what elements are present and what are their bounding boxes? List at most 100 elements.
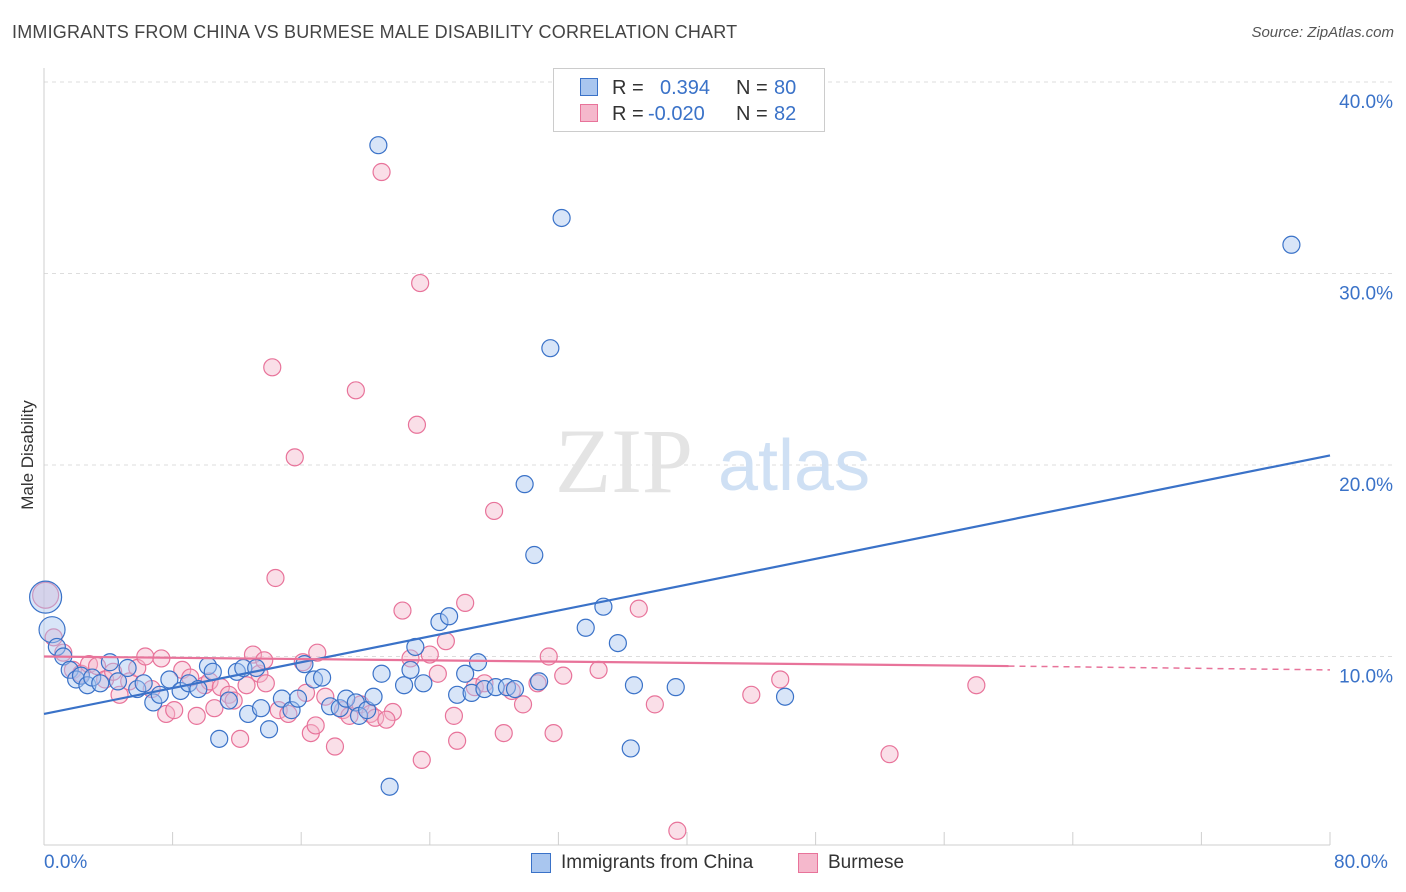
burmese-point-19 [187, 706, 206, 725]
burmese-point-25 [224, 691, 243, 710]
burmese-point-70 [589, 660, 608, 680]
burmese-point-57 [444, 706, 464, 725]
burmese-point-53 [420, 645, 439, 664]
y-tick-label-1: 20.0% [1339, 475, 1393, 496]
burmese-point-52 [411, 273, 430, 293]
burmese-point-24 [219, 685, 238, 704]
china-point-64 [541, 339, 560, 358]
china-point-39 [337, 689, 356, 708]
china-point-11 [108, 672, 128, 691]
china-trend-line [43, 454, 1331, 716]
china-point-4 [60, 660, 79, 680]
y-tick-label-0: 10.0% [1339, 667, 1393, 688]
china-point-2 [47, 637, 66, 657]
china-point-46 [380, 777, 399, 796]
china-point-66 [576, 618, 595, 637]
burmese-point-32 [269, 701, 288, 720]
china-point-38 [330, 699, 349, 718]
axes [43, 68, 1331, 846]
china-n-value: 80 [774, 77, 797, 99]
china-point-73 [1282, 235, 1301, 254]
y-tick-labels: 10.0% 20.0% 30.0% 40.0% [1339, 92, 1393, 688]
china-point-68 [608, 633, 627, 653]
china-point-6 [71, 666, 91, 685]
legend-label-china: Immigrants from China [561, 852, 754, 873]
burmese-point-69 [554, 666, 573, 685]
legend-swatch-china [531, 852, 551, 873]
x-tick-min: 0.0% [44, 852, 88, 873]
burmese-point-0 [32, 581, 60, 609]
burmese-point-81 [306, 716, 325, 735]
burmese-point-22 [205, 699, 224, 718]
burmese-point-30 [256, 674, 275, 693]
trend-lines [43, 454, 1331, 716]
watermark-atlas: atlas [718, 426, 870, 506]
burmese-point-58 [448, 731, 467, 750]
china-point-71 [666, 678, 685, 697]
china-point-32 [282, 701, 301, 720]
china-point-54 [456, 664, 475, 683]
china-point-63 [530, 672, 549, 691]
y-tick-label-2: 30.0% [1339, 284, 1393, 305]
china-n-label: N = [736, 77, 768, 99]
china-point-43 [364, 687, 383, 706]
china-point-12 [118, 658, 137, 678]
burmese-point-62 [485, 501, 504, 521]
china-point-30 [259, 720, 279, 739]
burmese-r-value: -0.020 [648, 103, 705, 125]
china-point-48 [401, 660, 420, 680]
burmese-point-68 [544, 723, 563, 743]
burmese-point-63 [494, 723, 513, 743]
burmese-point-31 [263, 358, 282, 377]
burmese-point-44 [346, 381, 365, 400]
grid-lines [44, 81, 1392, 657]
burmese-points [32, 162, 986, 840]
burmese-point-65 [513, 695, 533, 714]
china-point-69 [621, 739, 640, 758]
china-points [29, 136, 1301, 796]
china-point-70 [624, 676, 644, 695]
china-point-65 [552, 208, 571, 228]
china-point-50 [414, 674, 433, 693]
burmese-point-26 [231, 729, 250, 748]
burmese-point-79 [377, 710, 396, 729]
y-tick-label-3: 40.0% [1339, 92, 1393, 113]
source-label: Source: ZipAtlas.com [1251, 24, 1394, 41]
burmese-point-40 [316, 687, 335, 706]
burmese-trend-line [43, 655, 1009, 668]
china-r-label: R = [612, 77, 644, 99]
burmese-point-41 [325, 737, 345, 756]
burmese-point-59 [456, 593, 475, 612]
legend-row-china: R = 0.394 N = 80 [554, 75, 824, 101]
legend-label-burmese: Burmese [828, 852, 905, 873]
burmese-point-61 [475, 674, 494, 693]
chart-title: IMMIGRANTS FROM CHINA VS BURMESE MALE DI… [12, 22, 738, 42]
burmese-point-71 [629, 599, 648, 618]
china-point-1 [38, 616, 66, 644]
correlation-legend: R = 0.394 N = 80 R = -0.020 N = 82 [553, 68, 825, 132]
burmese-point-50 [393, 601, 412, 620]
china-point-52 [439, 607, 459, 626]
china-swatch [580, 78, 598, 96]
burmese-swatch [580, 104, 598, 122]
china-point-14 [134, 674, 153, 693]
china-point-36 [312, 668, 332, 687]
china-point-24 [219, 691, 238, 710]
watermark: ZIP atlas [555, 410, 870, 512]
burmese-point-73 [668, 821, 687, 840]
burmese-point-72 [645, 695, 664, 714]
burmese-point-75 [771, 670, 790, 689]
china-point-29 [251, 699, 271, 718]
china-point-28 [247, 658, 266, 678]
legend-swatch-burmese [798, 852, 818, 873]
burmese-point-39 [308, 643, 327, 662]
china-point-23 [210, 729, 229, 748]
burmese-point-33 [266, 568, 285, 588]
china-point-51 [430, 612, 449, 632]
china-point-61 [515, 475, 534, 494]
legend-item-china: Immigrants from China [531, 852, 753, 874]
china-point-72 [775, 687, 795, 706]
burmese-point-55 [428, 664, 447, 683]
x-tick-max: 80.0% [1334, 852, 1388, 873]
watermark-zip: ZIP [555, 410, 693, 512]
